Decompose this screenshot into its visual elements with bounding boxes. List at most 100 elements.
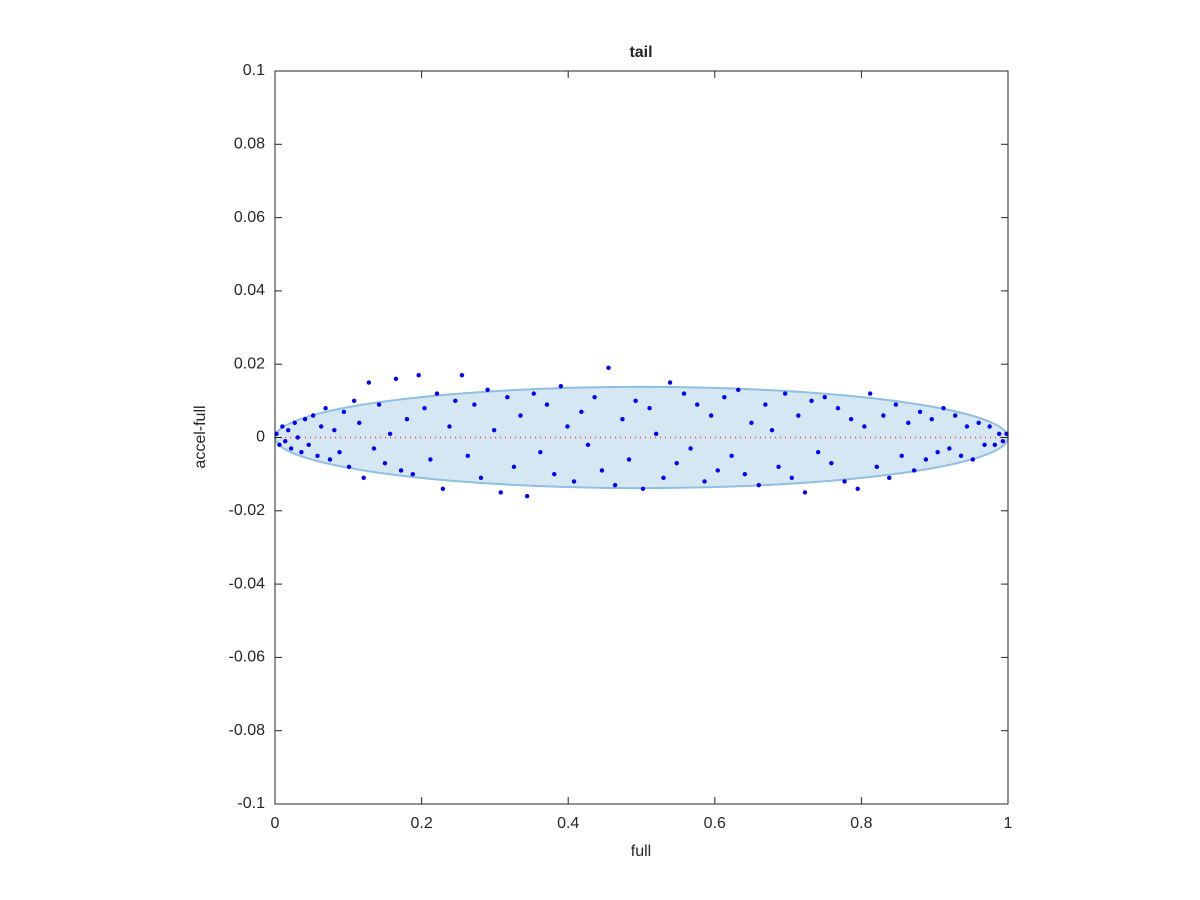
- data-point: [620, 416, 625, 422]
- x-tick-label: 1: [1004, 815, 1013, 832]
- x-tick-label: 0.8: [850, 815, 872, 832]
- data-point: [729, 453, 734, 459]
- y-tick-label: -0.1: [237, 795, 265, 812]
- data-point: [923, 457, 929, 462]
- data-point: [887, 475, 892, 481]
- data-point: [404, 416, 410, 422]
- data-point: [552, 471, 557, 477]
- data-point: [653, 431, 659, 437]
- data-point: [332, 427, 337, 433]
- data-point: [505, 394, 510, 400]
- chart-title: tail: [629, 44, 652, 61]
- data-point: [310, 413, 316, 418]
- data-point: [538, 449, 543, 455]
- data-point: [802, 490, 808, 495]
- data-point: [722, 394, 727, 400]
- data-point: [518, 413, 523, 418]
- data-point: [626, 457, 632, 462]
- data-point: [736, 387, 741, 393]
- data-point: [485, 387, 490, 393]
- data-point: [478, 475, 484, 481]
- data-point: [848, 416, 854, 422]
- data-point: [935, 449, 940, 455]
- data-point: [491, 427, 497, 433]
- data-point: [398, 468, 404, 473]
- data-point: [453, 398, 458, 404]
- data-point: [756, 482, 761, 488]
- data-point: [958, 453, 964, 459]
- data-point: [346, 464, 352, 470]
- data-point: [599, 468, 605, 473]
- y-tick-label: 0.02: [234, 355, 265, 372]
- data-point: [695, 402, 700, 407]
- data-point: [280, 424, 285, 429]
- data-point: [947, 446, 952, 451]
- data-point: [524, 493, 530, 499]
- data-point: [970, 457, 976, 462]
- data-point: [302, 416, 308, 422]
- data-point: [953, 413, 958, 418]
- data-point: [742, 471, 748, 477]
- data-point: [749, 420, 754, 426]
- data-point: [285, 427, 291, 433]
- data-point: [341, 409, 347, 415]
- data-point: [929, 416, 934, 422]
- data-point: [822, 394, 827, 400]
- data-point: [855, 486, 860, 492]
- data-point: [976, 420, 981, 426]
- data-point: [351, 398, 357, 404]
- data-point: [997, 431, 1002, 437]
- data-point: [906, 420, 911, 426]
- data-point: [434, 391, 440, 396]
- data-point: [992, 442, 998, 448]
- data-point: [640, 486, 646, 492]
- y-tick-label: -0.08: [229, 722, 266, 739]
- data-point: [306, 442, 311, 448]
- data-point: [681, 391, 687, 396]
- x-tick-label: 0.4: [557, 815, 579, 832]
- data-point: [382, 460, 388, 466]
- data-point: [862, 424, 867, 429]
- data-point: [874, 464, 879, 470]
- data-point: [299, 449, 304, 455]
- data-point: [789, 475, 794, 481]
- y-tick-label: 0.08: [234, 136, 265, 153]
- data-point: [292, 420, 297, 426]
- y-tick-label: -0.02: [229, 502, 266, 519]
- data-point: [763, 402, 768, 407]
- data-point: [835, 405, 841, 411]
- y-tick-label: 0.06: [234, 209, 265, 226]
- y-tick-label: 0.1: [243, 62, 265, 79]
- y-tick-label: 0.04: [234, 282, 265, 299]
- data-point: [829, 460, 834, 466]
- data-point: [465, 453, 470, 459]
- data-point: [440, 486, 446, 492]
- y-axis-label: accel-full: [192, 405, 209, 468]
- data-point: [592, 394, 597, 400]
- x-tick-label: 0.2: [410, 815, 432, 832]
- data-point: [769, 427, 775, 433]
- data-point: [295, 435, 300, 440]
- data-point: [337, 449, 342, 455]
- data-point: [357, 420, 362, 426]
- x-tick-label: 0: [271, 815, 280, 832]
- data-point: [899, 453, 904, 459]
- data-point: [531, 391, 536, 396]
- data-point: [283, 438, 288, 444]
- data-point: [447, 424, 452, 429]
- data-point: [323, 405, 328, 411]
- data-point: [606, 365, 611, 371]
- data-point: [667, 380, 673, 385]
- data-point: [893, 402, 899, 407]
- data-point: [579, 409, 584, 415]
- data-point: [376, 402, 382, 407]
- data-point: [416, 372, 421, 378]
- data-point: [782, 391, 788, 396]
- x-axis-label: full: [631, 843, 651, 860]
- data-point: [315, 453, 320, 459]
- y-tick-label: -0.06: [229, 649, 266, 666]
- data-point: [327, 457, 333, 462]
- data-point: [585, 442, 591, 448]
- data-point: [881, 413, 886, 418]
